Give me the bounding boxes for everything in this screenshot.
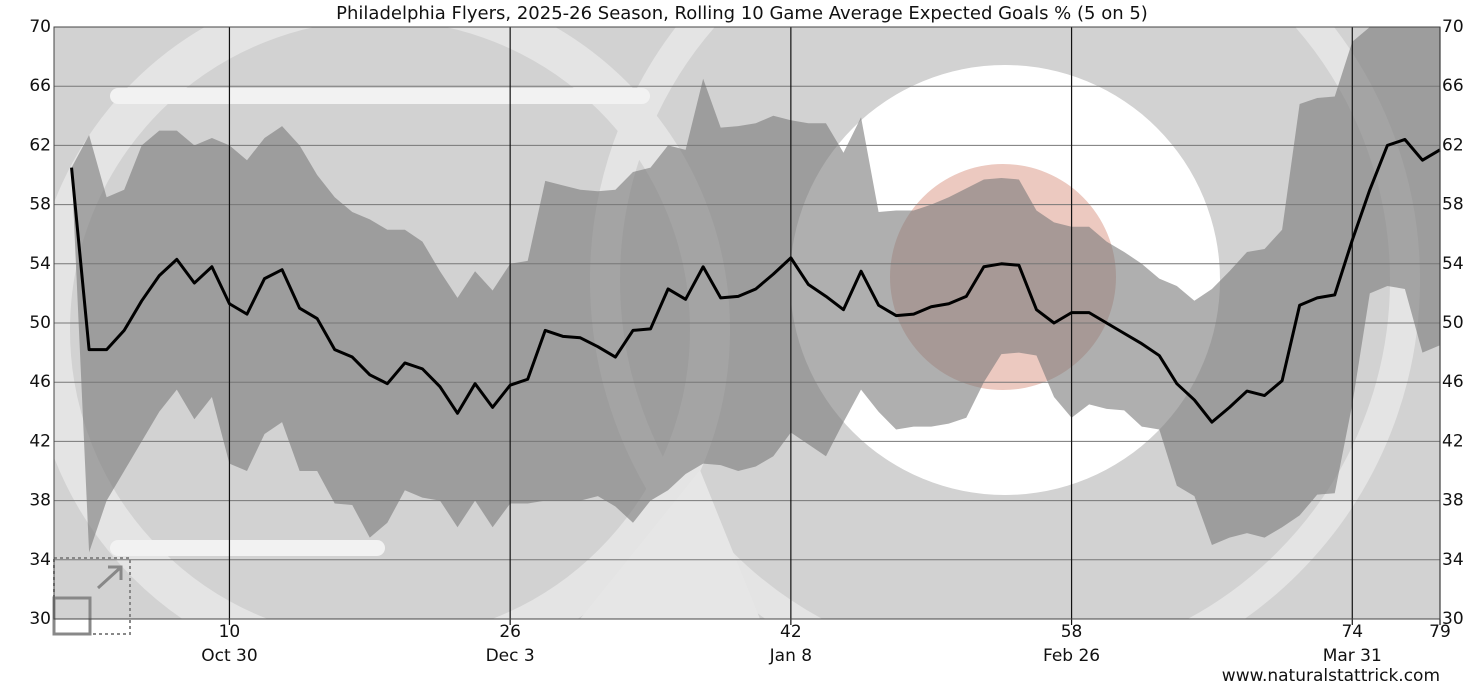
y2-tick-label: 42	[1442, 431, 1464, 451]
y2-tick-label: 62	[1442, 135, 1464, 155]
x-tick-date: Mar 31	[1323, 646, 1382, 666]
y-tick-label: 34	[29, 550, 51, 570]
y-tick-label: 54	[29, 254, 51, 274]
y2-tick-label: 66	[1442, 76, 1464, 96]
y-tick-label: 42	[29, 431, 51, 451]
y2-tick-label: 70	[1442, 17, 1464, 37]
x-tick-date: Jan 8	[769, 646, 812, 666]
x-tick-label: 10	[219, 622, 241, 642]
x-tick-date: Dec 3	[486, 646, 535, 666]
y-tick-label: 46	[29, 372, 51, 392]
y2-tick-label: 30	[1442, 609, 1464, 629]
x-tick-date: Feb 26	[1043, 646, 1100, 666]
y-tick-label: 66	[29, 76, 51, 96]
source-label: www.naturalstattrick.com	[1222, 666, 1440, 686]
x-tick-label: 42	[780, 622, 802, 642]
y-tick-label: 38	[29, 491, 51, 511]
y2-tick-label: 58	[1442, 195, 1464, 215]
expand-arrow[interactable]	[96, 565, 123, 590]
y2-tick-label: 34	[1442, 550, 1464, 570]
x-tick-label: 79	[1429, 622, 1451, 642]
y-tick-label: 50	[29, 313, 51, 333]
y2-tick-label: 50	[1442, 313, 1464, 333]
x-tick-label: 74	[1341, 622, 1363, 642]
y-tick-label: 58	[29, 195, 51, 215]
series-line	[70, 137, 1441, 424]
y-tick-label: 70	[29, 17, 51, 37]
x-tick-date: Oct 30	[201, 646, 257, 666]
y-tick-label: 62	[29, 135, 51, 155]
x-tick-label: 26	[499, 622, 521, 642]
chart-title: Philadelphia Flyers, 2025-26 Season, Rol…	[336, 3, 1148, 24]
y2-tick-label: 54	[1442, 254, 1464, 274]
y2-tick-label: 38	[1442, 491, 1464, 511]
y2-tick-label: 46	[1442, 372, 1464, 392]
x-tick-label: 58	[1061, 622, 1083, 642]
y-tick-label: 30	[29, 609, 51, 629]
plot-frame	[53, 26, 1441, 620]
